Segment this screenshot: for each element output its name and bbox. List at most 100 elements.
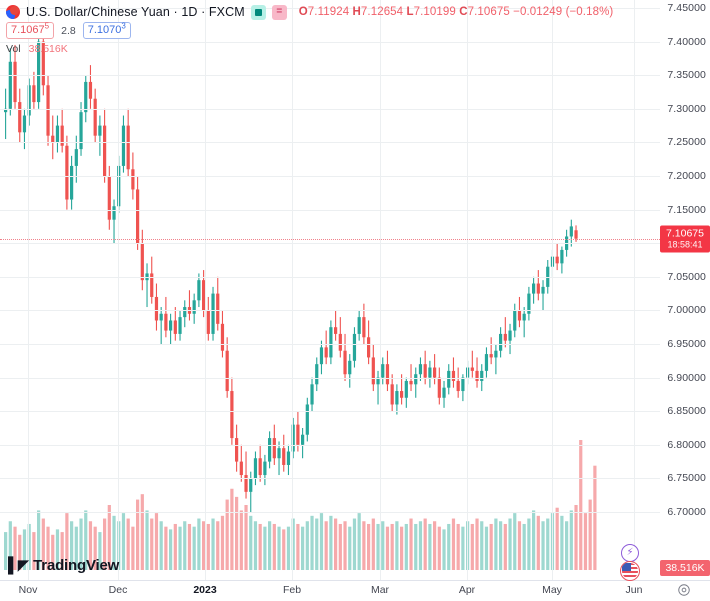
- candle-body: [169, 320, 173, 331]
- candle-body: [65, 145, 69, 200]
- candle-body: [574, 230, 578, 239]
- candle-body: [428, 367, 432, 378]
- time-gridline: [552, 0, 553, 580]
- time-axis[interactable]: Nov Dec 2023 Feb Mar Apr May Jun: [0, 580, 710, 601]
- volume-bar: [107, 505, 111, 570]
- candle-body: [541, 286, 545, 294]
- volume-bar: [145, 510, 149, 570]
- volume-bar: [409, 518, 413, 570]
- candle-body: [409, 380, 413, 385]
- candle-body: [338, 333, 342, 351]
- price-tick-label: 7.20000: [667, 170, 706, 182]
- volume-bar: [103, 518, 107, 570]
- volume-bar: [423, 518, 427, 570]
- volume-bar: [220, 515, 225, 570]
- volume-bar: [178, 526, 182, 570]
- candle-body: [371, 357, 375, 385]
- candle-body: [74, 149, 78, 166]
- time-gridline: [118, 0, 119, 580]
- candle-body: [60, 125, 64, 146]
- ohlc-o-value: 7.11924: [307, 6, 350, 18]
- volume-badge[interactable]: 38.516K: [660, 560, 710, 576]
- candle-body: [522, 313, 526, 321]
- volume-bar: [136, 499, 140, 570]
- tradingview-logo[interactable]: ▌◤ TradingView: [8, 556, 119, 575]
- volume-bar: [60, 532, 64, 570]
- volume-bar: [27, 523, 31, 570]
- volume-label[interactable]: Vol: [6, 43, 21, 55]
- volume-bar: [376, 523, 380, 570]
- volume-bar: [541, 521, 545, 570]
- us-flag-icon[interactable]: [620, 561, 640, 581]
- ohlc-c-value: 7.10675: [467, 6, 510, 18]
- volume-bar: [150, 518, 154, 570]
- volume-bar: [140, 494, 144, 570]
- price-gridline: [0, 378, 660, 379]
- volume-bar: [183, 521, 187, 570]
- bid-price-badge[interactable]: 7.10675: [6, 22, 55, 39]
- time-tick-label: Feb: [282, 584, 302, 596]
- current-price-badge[interactable]: 7.10675 18:58:41: [660, 225, 710, 253]
- lightning-bolt-icon[interactable]: ⚡: [621, 544, 639, 562]
- candle-body: [286, 451, 291, 465]
- volume-bar: [588, 499, 592, 570]
- candle-body: [508, 330, 512, 341]
- candle-wick: [113, 199, 115, 244]
- volume-bar: [357, 513, 361, 571]
- volume-bar: [22, 529, 27, 571]
- legend-row-volume: Vol 38.516K: [6, 42, 68, 56]
- volume-bar: [362, 521, 366, 570]
- price-tick-label: 6.80000: [667, 438, 706, 451]
- volume-bar: [239, 510, 243, 570]
- candle-body: [84, 81, 88, 113]
- volume-bar: [334, 518, 338, 570]
- candle-body: [32, 85, 36, 103]
- candle-body: [385, 364, 390, 385]
- price-gridline: [0, 277, 660, 278]
- volume-bar: [560, 515, 564, 570]
- candle-body: [4, 108, 8, 113]
- current-price-time: 18:58:41: [667, 239, 703, 250]
- ask-price-main: 7.1070: [87, 24, 122, 36]
- ohlc-values: O7.11924 H7.12654 L7.10199 C7.10675 −0.0…: [299, 6, 614, 18]
- market-open-dot-icon[interactable]: [250, 4, 266, 20]
- price-tick-label: 7.25000: [667, 136, 706, 149]
- price-gridline: [0, 344, 660, 345]
- candle-body: [216, 293, 220, 324]
- volume-bar: [319, 513, 324, 571]
- candle-body: [503, 333, 507, 341]
- price-axis[interactable]: 7.45000 7.40000 7.35000 7.30000 7.25000 7.200…: [660, 0, 710, 580]
- candle-wick: [5, 88, 7, 140]
- page-title[interactable]: U.S. Dollar/Chinese Yuan · 1D · FXCM: [26, 5, 245, 19]
- equals-badge-icon[interactable]: =: [271, 4, 287, 20]
- ohlc-c-label: C: [459, 6, 468, 18]
- candle-body: [258, 458, 262, 476]
- candle-body: [324, 347, 328, 358]
- candle-body: [131, 169, 135, 190]
- volume-bar: [489, 523, 493, 570]
- volume-bar: [211, 518, 215, 570]
- volume-bar: [371, 518, 375, 570]
- ask-price-badge[interactable]: 7.10703: [82, 22, 131, 39]
- candle-wick: [556, 243, 558, 271]
- volume-bar: [451, 518, 456, 570]
- volume-bar: [98, 532, 102, 570]
- candle-body: [536, 283, 540, 294]
- volume-bar: [41, 518, 45, 570]
- price-gridline: [0, 75, 660, 76]
- price-gridline: [0, 176, 660, 177]
- price-gridline: [0, 109, 660, 110]
- gear-icon[interactable]: [677, 583, 691, 597]
- price-tick-label: 7.40000: [667, 35, 706, 48]
- candle-body: [107, 176, 111, 220]
- candle-body: [253, 458, 258, 479]
- candle-wick: [245, 451, 247, 499]
- bid-price-main: 7.1067: [11, 24, 45, 36]
- candle-body: [192, 300, 196, 314]
- candle-body: [569, 226, 573, 237]
- candle-body: [546, 266, 550, 287]
- candle-body: [484, 354, 489, 371]
- chart-plot-area[interactable]: [0, 0, 660, 580]
- candle-body: [513, 310, 517, 331]
